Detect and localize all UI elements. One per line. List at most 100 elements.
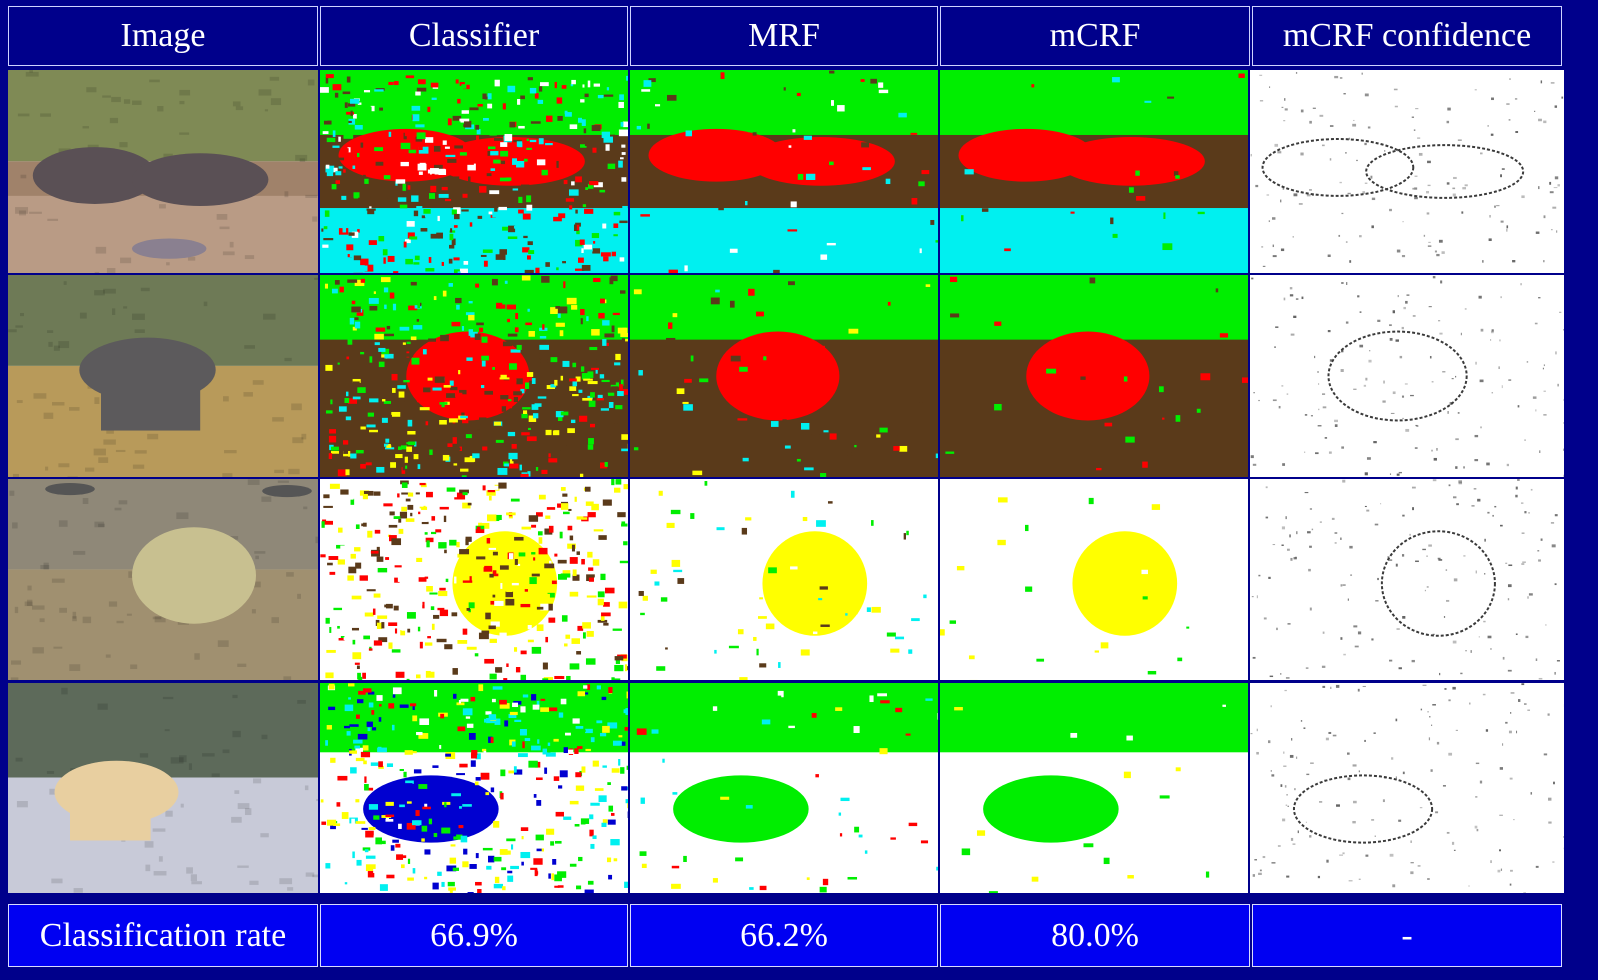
confidence-speck — [1338, 234, 1341, 237]
label-noise — [334, 327, 342, 333]
label-noise — [862, 167, 871, 171]
label-noise — [362, 493, 368, 500]
mrf-map — [630, 479, 938, 680]
label-noise — [416, 183, 424, 187]
label-noise — [566, 623, 575, 629]
confidence-speck — [1436, 253, 1440, 257]
label-noise — [499, 377, 510, 380]
label-noise — [370, 762, 380, 766]
label-noise — [338, 166, 343, 169]
label-noise — [465, 434, 472, 439]
label-noise — [328, 453, 333, 460]
confidence-speck — [1505, 562, 1508, 564]
label-noise — [801, 80, 812, 84]
label-noise — [737, 418, 748, 421]
texture-mark — [86, 87, 97, 93]
confidence-speck — [1250, 153, 1252, 157]
label-noise — [478, 267, 488, 271]
confidence-speck — [1392, 310, 1396, 314]
label-noise — [403, 771, 407, 778]
confidence-speck — [1426, 190, 1430, 194]
label-noise — [402, 183, 406, 191]
background-region — [8, 683, 318, 778]
label-noise — [610, 839, 620, 846]
label-noise — [531, 524, 537, 528]
confidence-speck — [1269, 675, 1274, 678]
label-noise — [785, 703, 794, 708]
label-noise — [673, 569, 683, 573]
label-noise — [340, 636, 345, 639]
label-noise — [373, 640, 383, 646]
texture-mark — [47, 218, 59, 221]
label-noise — [345, 391, 349, 397]
label-noise — [579, 239, 585, 245]
label-noise — [412, 704, 415, 711]
label-noise — [612, 740, 622, 746]
label-noise — [598, 868, 605, 876]
label-noise — [383, 287, 389, 293]
label-noise — [521, 413, 528, 419]
label-noise — [433, 145, 441, 152]
texture-mark — [187, 256, 196, 261]
label-noise — [323, 120, 332, 125]
texture-mark — [284, 357, 292, 362]
label-noise — [449, 539, 457, 546]
label-noise — [383, 443, 389, 447]
label-noise — [486, 490, 496, 496]
texture-mark — [109, 117, 119, 124]
texture-mark — [258, 89, 272, 96]
label-noise — [491, 485, 499, 490]
texture-mark — [299, 158, 306, 162]
label-region-top — [940, 479, 1248, 544]
label-noise — [381, 417, 388, 423]
label-noise — [385, 816, 389, 822]
label-noise — [320, 799, 324, 803]
label-noise — [407, 492, 414, 497]
label-noise — [407, 185, 411, 190]
texture-mark — [149, 79, 160, 83]
confidence-speck — [1357, 688, 1360, 692]
texture-mark — [180, 803, 184, 808]
label-noise — [871, 606, 881, 613]
confidence-speck — [1438, 320, 1441, 322]
label-noise — [544, 563, 555, 569]
label-noise — [459, 118, 470, 122]
label-noise — [528, 427, 531, 430]
label-noise — [936, 866, 938, 871]
label-noise — [803, 135, 812, 140]
label-noise — [592, 760, 599, 767]
label-noise — [591, 125, 601, 132]
label-noise — [476, 556, 486, 560]
label-noise — [729, 300, 735, 308]
label-noise — [397, 385, 406, 389]
label-noise — [594, 788, 604, 791]
mcrf-map — [940, 479, 1248, 680]
label-noise — [442, 140, 447, 145]
label-noise — [584, 889, 594, 893]
confidence-speck — [1554, 514, 1558, 517]
confidence-speck — [1361, 72, 1363, 75]
label-noise — [554, 885, 560, 888]
label-noise — [414, 255, 420, 261]
label-noise — [514, 769, 523, 775]
label-noise — [608, 874, 613, 880]
confidence-speck — [1309, 508, 1313, 510]
confidence-speck — [1298, 203, 1303, 205]
label-noise — [1104, 422, 1113, 427]
label-noise — [737, 629, 744, 635]
confidence-speck — [1468, 885, 1470, 887]
label-noise — [424, 532, 428, 535]
label-noise — [441, 881, 445, 887]
label-noise — [624, 664, 628, 672]
label-noise — [1219, 333, 1229, 338]
label-noise — [333, 823, 341, 827]
label-noise — [459, 389, 467, 395]
confidence-speck — [1543, 364, 1546, 367]
label-noise — [806, 877, 810, 880]
confidence-speck — [1342, 479, 1346, 483]
label-noise — [593, 862, 600, 870]
label-noise — [600, 393, 608, 397]
confidence-speck — [1429, 355, 1432, 359]
label-noise — [481, 360, 486, 367]
label-noise — [519, 729, 527, 736]
